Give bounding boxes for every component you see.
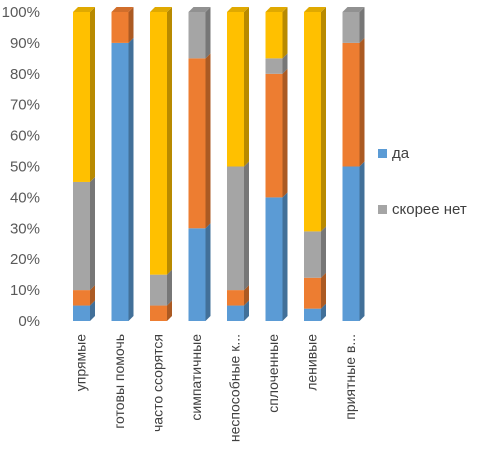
y-tick-label: 60% [10,128,40,145]
legend-label: скорее нет [392,201,467,218]
bar-segment [227,161,249,291]
bar-segment [150,269,172,306]
bar-segment [227,285,249,306]
bar-top-face [342,7,365,12]
y-tick-label: 100% [2,4,40,21]
bar-segment [188,7,211,59]
bar-segment [265,68,288,198]
bar-segment [111,7,134,43]
legend: да скорее нет [378,145,467,218]
bar-segment [111,37,134,322]
bar-segment [188,53,211,229]
y-tick-label: 50% [10,159,40,176]
x-tick-label: часто ссорятся [150,334,166,432]
x-tick-label: упрямые [73,334,89,391]
bar-top-face [150,7,172,12]
bar-top-face [111,7,134,12]
bar-top-face [188,7,211,12]
y-tick-label: 90% [10,35,40,52]
bar-segment [304,303,326,321]
bar-top-face [265,7,288,12]
bar-segment [73,285,95,306]
bar-segment [342,7,365,43]
x-tick-label: неспособные к... [227,334,243,442]
x-tick-label: ленивые [304,334,320,391]
y-tick-label: 80% [10,66,40,83]
y-tick-label: 40% [10,189,40,206]
y-tick-label: 0% [18,313,40,330]
bar-segment [73,300,95,321]
bar-segment [342,37,365,167]
bar-segment [73,176,95,291]
x-axis-labels: упрямые готовы помочь часто ссорятся симпат… [73,334,359,442]
legend-label: да [392,145,410,162]
x-tick-label: готовы помочь [111,334,127,429]
y-axis: 0% 10% 20% 30% 40% 50% 60% 70% 80% 90% 100% [2,4,40,330]
bar-segment [342,161,365,321]
y-tick-label: 20% [10,251,40,268]
bar-segment [73,7,95,182]
bar-top-face [73,7,95,12]
bar-top-face [227,7,249,12]
bar-segment [265,53,288,74]
bars-group [73,7,365,322]
y-tick-label: 30% [10,220,40,237]
legend-swatch [378,205,387,214]
bar-segment [188,223,211,321]
bar-segment [227,7,249,167]
bar-segment [304,7,326,232]
legend-swatch [378,149,387,158]
bar-segment [150,7,172,275]
bar-segment [227,300,249,321]
bar-segment [150,300,172,321]
bar-segment [304,226,326,278]
x-tick-label: симпатичные [188,334,204,421]
x-tick-label: приятные в... [342,334,358,420]
bar-segment [265,192,288,321]
y-tick-label: 70% [10,97,40,114]
x-tick-label: сплоченные [265,334,281,413]
bar-segment [265,7,288,59]
bar-top-face [304,7,326,12]
y-tick-label: 10% [10,282,40,299]
bar-segment [304,272,326,309]
